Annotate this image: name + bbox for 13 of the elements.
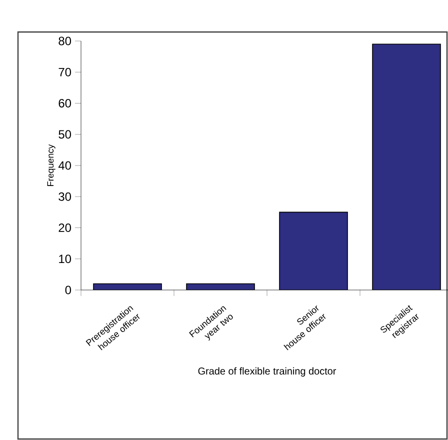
y-tick-label: 60 — [58, 99, 72, 108]
y-tick-label: 40 — [58, 161, 72, 170]
y-tick-label: 80 — [58, 36, 72, 46]
bar — [279, 212, 348, 290]
y-tick-label: 20 — [58, 224, 72, 232]
y-tick-label: 30 — [58, 192, 72, 201]
y-tick-label: 50 — [58, 130, 72, 139]
y-tick-label: 70 — [58, 68, 72, 76]
y-axis-title: Frequency — [47, 144, 56, 186]
y-tick-label: 10 — [59, 254, 72, 264]
bar — [372, 44, 441, 290]
x-axis-title: Grade of flexible training doctor — [198, 367, 336, 377]
y-tick-label: 0 — [65, 286, 72, 294]
